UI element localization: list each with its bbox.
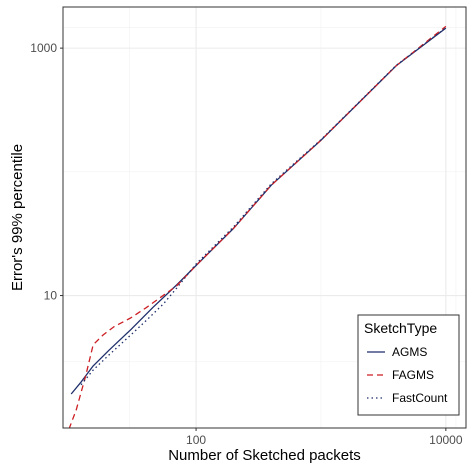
series-line-fastcount <box>80 27 447 386</box>
y-tick-label: 1000 <box>30 41 57 55</box>
y-axis-ticks: 10 1000 <box>30 41 63 303</box>
y-axis-title: Error's 99% percentile <box>9 144 26 291</box>
legend-label-fagms: FAGMS <box>392 368 434 382</box>
x-tick-label: 10000 <box>429 433 463 447</box>
plot-area <box>68 25 447 428</box>
x-axis-title: Number of Sketched packets <box>168 447 361 464</box>
legend-box <box>357 314 460 416</box>
panel-border <box>62 6 467 429</box>
legend: SketchType AGMS FAGMS FastCount <box>357 314 460 416</box>
x-axis-ticks: 100 10000 <box>186 428 463 447</box>
x-tick-label: 100 <box>186 433 206 447</box>
y-tick-label: 10 <box>44 289 58 303</box>
legend-title: SketchType <box>364 320 437 336</box>
legend-label-fastcount: FastCount <box>392 391 448 405</box>
series-layer <box>68 25 447 428</box>
legend-label-agms: AGMS <box>392 345 427 359</box>
major-gridlines <box>63 7 466 428</box>
minor-gridlines <box>63 7 466 428</box>
legend-items: AGMS FAGMS FastCount <box>367 345 448 405</box>
